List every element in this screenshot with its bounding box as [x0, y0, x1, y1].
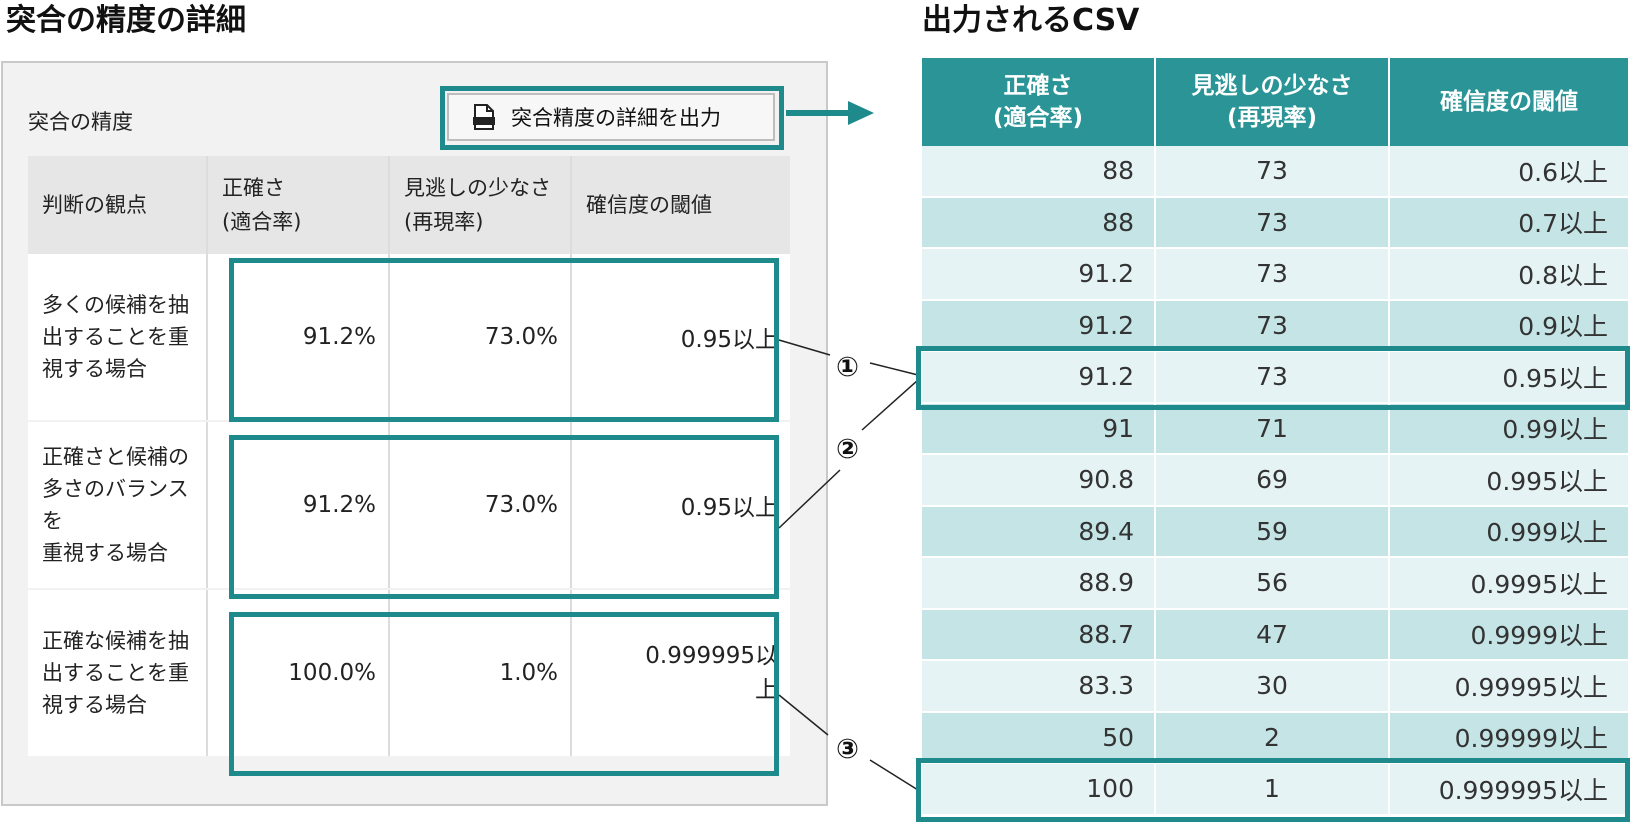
highlight-box-3 — [229, 612, 779, 776]
csv-recall-cell: 71 — [1156, 403, 1390, 453]
csv-precision-cell: 50 — [922, 712, 1156, 762]
header-precision: 正確さ (適合率) — [208, 156, 390, 254]
export-details-button[interactable]: 突合精度の詳細を出力 — [447, 93, 775, 141]
csv-precision-cell: 91.2 — [922, 352, 1156, 402]
precision-value: 91.2% — [208, 422, 390, 588]
recall-value: 1.0% — [390, 590, 572, 756]
csv-threshold-cell: 0.9以上 — [1518, 312, 1608, 342]
csv-precision-cell: 91 — [922, 403, 1156, 453]
export-button-label: 突合精度の詳細を出力 — [511, 106, 721, 130]
arrow-right-icon — [786, 101, 874, 125]
csv-row: 91.2 73 0.9以上 — [922, 300, 1628, 350]
csv-threshold-cell: 0.95以上 — [1502, 363, 1608, 393]
csv-precision-cell: 90.8 — [922, 455, 1156, 505]
csv-recall-cell: 73 — [1156, 352, 1390, 402]
csv-precision-cell: 91.2 — [922, 300, 1156, 350]
csv-threshold-cell: 0.99以上 — [1502, 415, 1608, 445]
csv-row: 88.7 47 0.9999以上 — [922, 609, 1628, 659]
csv-row: 88.9 56 0.9995以上 — [922, 558, 1628, 608]
precision-value: 100.0% — [208, 590, 390, 756]
marker-2: ② — [836, 434, 859, 465]
csv-row: 91.2 73 0.95以上 — [922, 352, 1628, 402]
csv-precision-cell: 88.9 — [922, 558, 1156, 608]
csv-threshold-cell: 0.999以上 — [1486, 518, 1608, 548]
csv-threshold-cell: 0.99995以上 — [1454, 672, 1608, 702]
csv-header-row: 正確さ (適合率) 見逃しの少なさ (再現率) 確信度の閾値 — [922, 58, 1628, 146]
csv-header-threshold: 確信度の閾値 — [1440, 89, 1578, 115]
table-row: 多くの候補を抽 出することを重 視する場合 91.2% 73.0% 0.95以上 — [28, 254, 790, 420]
table-header-row: 判断の観点 正確さ (適合率) 見逃しの少なさ (再現率) 確信度の閾値 — [28, 156, 790, 254]
csv-recall-cell: 47 — [1156, 609, 1390, 659]
row-label: 多くの候補を抽 出することを重 視する場合 — [28, 254, 208, 420]
csv-table: 正確さ (適合率) 見逃しの少なさ (再現率) 確信度の閾値 88 73 0.6以上… — [922, 58, 1628, 818]
csv-header-precision: 正確さ (適合率) — [922, 58, 1156, 146]
recall-value: 73.0% — [390, 422, 572, 588]
recall-value: 73.0% — [390, 254, 572, 420]
csv-precision-cell: 89.4 — [922, 506, 1156, 556]
csv-threshold-cell: 0.8以上 — [1518, 260, 1608, 290]
marker-3: ③ — [836, 734, 859, 765]
csv-row: 83.3 30 0.99995以上 — [922, 661, 1628, 711]
csv-recall-cell: 1 — [1156, 764, 1390, 814]
csv-recall-cell: 73 — [1156, 300, 1390, 350]
csv-threshold-cell: 0.999995以上 — [1438, 775, 1608, 805]
csv-recall-cell: 59 — [1156, 506, 1390, 556]
csv-precision-cell: 83.3 — [922, 661, 1156, 711]
csv-precision-cell: 88.7 — [922, 609, 1156, 659]
left-section-heading: 突合の精度の詳細 — [6, 3, 246, 38]
csv-recall-cell: 56 — [1156, 558, 1390, 608]
csv-recall-cell: 73 — [1156, 146, 1390, 196]
csv-highlight-row — [916, 346, 1630, 410]
highlight-box-2 — [229, 435, 779, 599]
row-label: 正確さと候補の 多さのバランスを 重視する場合 — [28, 422, 208, 588]
csv-header-recall: 見逃しの少なさ (再現率) — [1156, 58, 1390, 146]
csv-row: 90.8 69 0.995以上 — [922, 455, 1628, 505]
highlight-box-1 — [229, 258, 779, 422]
csv-precision-cell: 100 — [922, 764, 1156, 814]
csv-row: 100 1 0.999995以上 — [922, 764, 1628, 814]
button-highlight-box — [440, 86, 784, 150]
csv-precision-cell: 88 — [922, 146, 1156, 196]
csv-highlight-row — [916, 758, 1630, 822]
header-recall: 見逃しの少なさ (再現率) — [390, 156, 572, 254]
csv-recall-cell: 69 — [1156, 455, 1390, 505]
marker-1: ① — [836, 352, 859, 383]
csv-threshold-cell: 0.9999以上 — [1470, 621, 1608, 651]
table-row: 正確な候補を抽 出することを重 視する場合 100.0% 1.0% 0.9999… — [28, 590, 790, 756]
csv-threshold-cell: 0.9995以上 — [1470, 569, 1608, 599]
panel-title: 突合の精度 — [28, 110, 133, 134]
csv-precision-cell: 88 — [922, 197, 1156, 247]
csv-row: 88 73 0.7以上 — [922, 197, 1628, 247]
threshold-value: 0.95以上 — [680, 495, 778, 521]
precision-value: 91.2% — [208, 254, 390, 420]
csv-recall-cell: 73 — [1156, 197, 1390, 247]
threshold-value: 0.999995以 上 — [645, 643, 778, 703]
csv-row: 50 2 0.99999以上 — [922, 712, 1628, 762]
accuracy-table: 判断の観点 正確さ (適合率) 見逃しの少なさ (再現率) 確信度の閾値 多くの… — [28, 156, 790, 756]
threshold-value: 0.95以上 — [680, 327, 778, 353]
csv-recall-cell: 30 — [1156, 661, 1390, 711]
csv-precision-cell: 91.2 — [922, 249, 1156, 299]
table-row: 正確さと候補の 多さのバランスを 重視する場合 91.2% 73.0% 0.95… — [28, 422, 790, 588]
row-label: 正確な候補を抽 出することを重 視する場合 — [28, 590, 208, 756]
header-threshold: 確信度の閾値 — [586, 193, 712, 217]
csv-threshold-cell: 0.99999以上 — [1454, 724, 1608, 754]
csv-row: 89.4 59 0.999以上 — [922, 506, 1628, 556]
right-section-heading: 出力されるCSV — [922, 3, 1140, 38]
csv-threshold-cell: 0.6以上 — [1518, 157, 1608, 187]
csv-row: 91 71 0.99以上 — [922, 403, 1628, 453]
csv-threshold-cell: 0.995以上 — [1486, 466, 1608, 496]
header-viewpoint: 判断の観点 — [28, 156, 208, 254]
csv-row: 91.2 73 0.8以上 — [922, 249, 1628, 299]
csv-recall-cell: 73 — [1156, 249, 1390, 299]
csv-row: 88 73 0.6以上 — [922, 146, 1628, 196]
csv-threshold-cell: 0.7以上 — [1518, 209, 1608, 239]
csv-recall-cell: 2 — [1156, 712, 1390, 762]
document-icon — [473, 104, 495, 130]
